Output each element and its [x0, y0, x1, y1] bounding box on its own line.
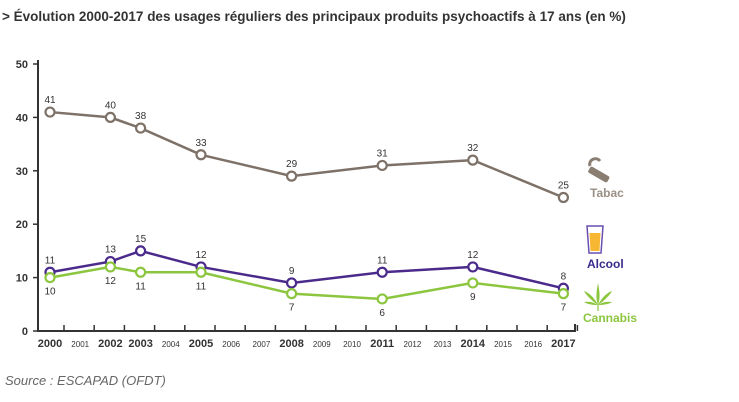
- legend-alcool: Alcool: [587, 257, 624, 271]
- x-tick-label: 2002: [98, 338, 122, 350]
- x-tick-label: 2007: [253, 340, 271, 349]
- data-label: 13: [105, 245, 117, 256]
- source-note: Source : ESCAPAD (OFDT): [5, 373, 166, 388]
- y-tick-label: 30: [16, 166, 28, 178]
- data-label: 25: [558, 181, 570, 192]
- x-tick-label: 2005: [189, 338, 213, 350]
- legend: Tabac Alcool Cannabis: [583, 157, 637, 325]
- data-point: [286, 170, 298, 182]
- data-point: [44, 106, 56, 118]
- series-line-tabac: [49, 110, 564, 199]
- y-tick-label: 10: [16, 273, 28, 285]
- data-point: [135, 266, 147, 278]
- data-label: 15: [135, 234, 147, 245]
- data-point: [195, 266, 207, 278]
- data-point: [467, 154, 479, 166]
- data-label: 10: [44, 287, 56, 298]
- x-tick-label: 2000: [38, 338, 62, 350]
- cannabis-leaf-icon: [584, 283, 612, 311]
- data-point: [135, 122, 147, 134]
- x-tick-label: 2009: [313, 340, 331, 349]
- data-point: [44, 272, 56, 284]
- x-tick-label: 2003: [128, 338, 152, 350]
- x-tick-label: 2013: [434, 340, 452, 349]
- x-tick-label: 2006: [222, 340, 240, 349]
- data-point: [195, 149, 207, 161]
- legend-tabac: Tabac: [590, 186, 624, 200]
- data-point: [376, 159, 388, 172]
- data-point: [135, 245, 147, 257]
- data-label: 9: [289, 266, 295, 277]
- data-label: 11: [377, 255, 388, 266]
- data-point: [557, 288, 570, 300]
- axes: 0 10 20 30 40 50 2000 2001 2002 2003 2004 2005 2006 2…: [16, 59, 579, 350]
- y-tick-label: 20: [16, 219, 28, 231]
- data-label: 11: [45, 255, 56, 266]
- beer-glass-icon: [586, 225, 604, 254]
- x-tick-label: 2008: [279, 338, 303, 350]
- data-label: 40: [105, 100, 117, 111]
- series-line-cannabis: [49, 265, 564, 301]
- legend-cannabis: Cannabis: [583, 311, 637, 325]
- data-label: 33: [195, 138, 207, 149]
- data-point: [104, 111, 117, 124]
- x-tick-label: 2017: [551, 338, 575, 350]
- data-label: 41: [44, 95, 56, 106]
- series-lines: 41 40 38 33 29 31 32 25 11 13 15 12 9 11 12 8 10 12 11 11 7 6…: [44, 95, 569, 319]
- data-label: 11: [196, 281, 207, 292]
- data-point: [104, 261, 117, 273]
- cigarette-icon: [588, 157, 610, 183]
- data-point: [286, 288, 298, 300]
- data-label: 31: [377, 148, 389, 159]
- data-point: [376, 293, 388, 305]
- data-label: 7: [289, 303, 295, 314]
- x-tick-label: 2015: [494, 340, 512, 349]
- data-label: 38: [135, 111, 147, 122]
- x-tick-label: 2001: [71, 340, 89, 349]
- y-tick-label: 50: [16, 59, 28, 71]
- x-tick-label: 2004: [162, 340, 180, 349]
- y-tick-label: 0: [22, 326, 28, 338]
- data-point: [467, 261, 479, 273]
- data-label: 29: [286, 159, 298, 170]
- x-tick-label: 2010: [343, 340, 361, 349]
- data-label: 8: [561, 271, 567, 282]
- data-label: 7: [561, 303, 567, 314]
- chart-title: > Évolution 2000-2017 des usages régulie…: [2, 9, 626, 24]
- data-label: 6: [379, 308, 385, 319]
- data-label: 9: [470, 292, 476, 303]
- data-label: 12: [105, 276, 117, 287]
- x-tick-label: 2012: [404, 340, 422, 349]
- x-tick-label: 2016: [524, 340, 542, 349]
- data-label: 12: [467, 250, 479, 261]
- data-point: [467, 277, 479, 289]
- y-tick-label: 40: [16, 112, 28, 124]
- data-label: 12: [195, 250, 207, 261]
- x-tick-label: 2014: [461, 338, 486, 350]
- data-point: [557, 191, 570, 204]
- data-label: 32: [467, 143, 479, 154]
- data-point: [376, 266, 388, 278]
- x-tick-label: 2011: [370, 338, 394, 350]
- data-label: 11: [135, 281, 146, 292]
- data-point: [286, 277, 298, 289]
